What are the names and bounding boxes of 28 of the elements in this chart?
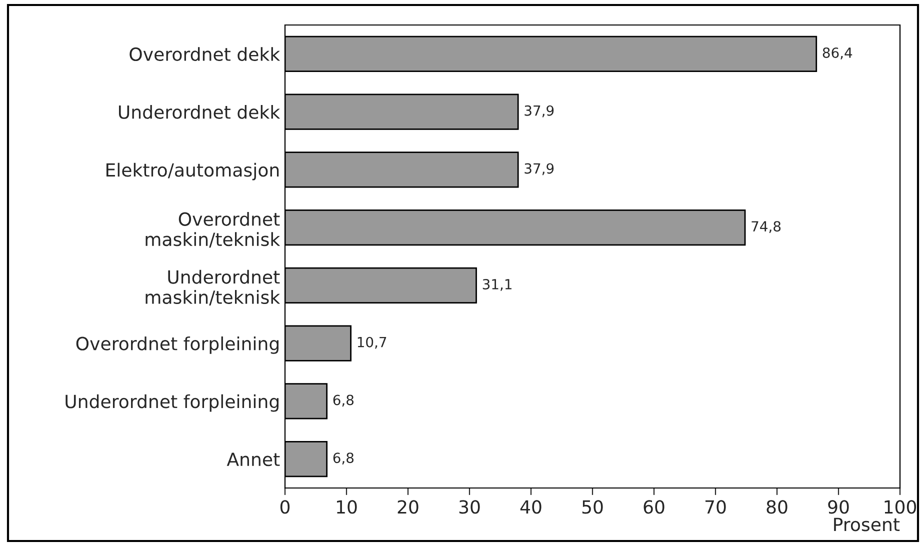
x-tick-label: 10 [336,500,357,514]
x-tick-label: 100 [884,500,916,514]
x-tick-label: 80 [766,500,788,514]
x-tick-label: 20 [398,500,418,514]
x-tick-label: 0 [280,500,290,514]
data-label: 37,9 [524,105,554,118]
data-label: 10,7 [358,336,386,349]
data-label: 86,4 [822,47,852,60]
y-tick-label: Overordnet maskin/teknisk [146,212,280,248]
y-tick-label: Underordnet maskin/teknisk [146,270,280,306]
y-tick-label: Overordnet forpleining [76,336,278,354]
x-tick-label: 30 [459,500,480,514]
data-label: 6,8 [333,452,354,465]
data-label: 37,9 [524,163,554,176]
y-tick-label: Elektro/automasjon [106,162,279,180]
y-tick-label: Underordnet forpleining [66,394,278,412]
y-tick-label: Underordnet dekk [118,104,280,119]
x-tick-label: 70 [705,500,726,514]
data-label: 31,1 [482,278,512,291]
x-axis-title: Prosent [834,518,900,532]
x-tick-label: 50 [582,500,603,514]
y-tick-label: Overordnet dekk [130,47,280,62]
data-label: 74,8 [752,221,781,234]
x-tick-label: 60 [644,500,664,514]
x-tick-label: 40 [520,500,542,514]
data-label: 6,8 [333,394,354,407]
y-tick-label: Annet [226,452,280,466]
x-tick-label: 90 [828,500,849,514]
